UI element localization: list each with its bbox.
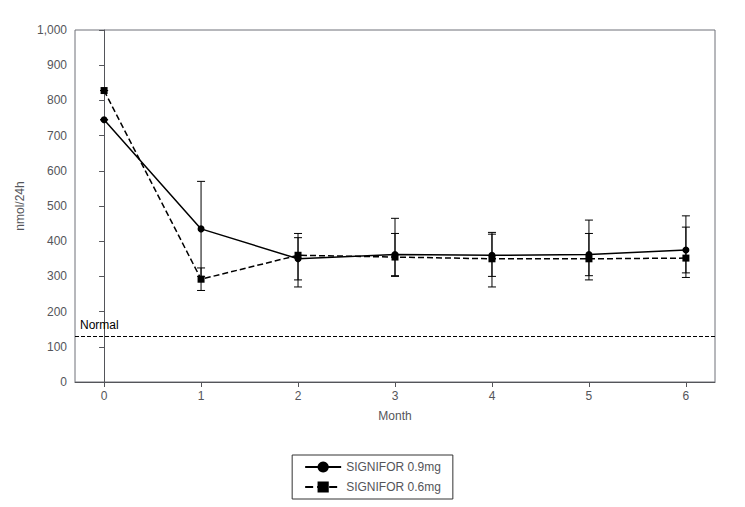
svg-text:Month: Month: [378, 409, 411, 423]
svg-text:Normal: Normal: [80, 318, 119, 332]
svg-text:6: 6: [683, 389, 690, 403]
svg-text:700: 700: [47, 129, 67, 143]
svg-text:4: 4: [489, 389, 496, 403]
svg-text:SIGNIFOR 0.9mg: SIGNIFOR 0.9mg: [346, 460, 441, 474]
svg-text:SIGNIFOR 0.6mg: SIGNIFOR 0.6mg: [346, 480, 441, 494]
svg-text:nmol/24h: nmol/24h: [13, 181, 27, 230]
svg-text:0: 0: [101, 389, 108, 403]
svg-text:800: 800: [47, 93, 67, 107]
svg-text:600: 600: [47, 164, 67, 178]
svg-text:0: 0: [60, 375, 67, 389]
svg-text:2: 2: [295, 389, 302, 403]
svg-text:900: 900: [47, 58, 67, 72]
svg-text:1,000: 1,000: [37, 23, 67, 37]
svg-text:500: 500: [47, 199, 67, 213]
svg-text:300: 300: [47, 269, 67, 283]
svg-text:100: 100: [47, 340, 67, 354]
svg-text:200: 200: [47, 305, 67, 319]
svg-text:3: 3: [392, 389, 399, 403]
svg-text:5: 5: [586, 389, 593, 403]
svg-text:1: 1: [198, 389, 205, 403]
svg-text:400: 400: [47, 234, 67, 248]
